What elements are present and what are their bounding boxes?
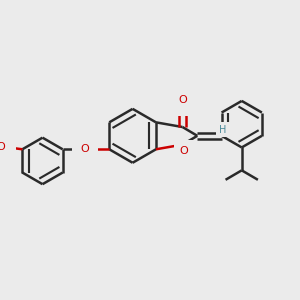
Text: O: O (178, 95, 187, 105)
Text: H: H (219, 124, 227, 135)
Text: O: O (179, 146, 188, 156)
Text: O: O (81, 144, 89, 154)
Text: O: O (0, 142, 5, 152)
